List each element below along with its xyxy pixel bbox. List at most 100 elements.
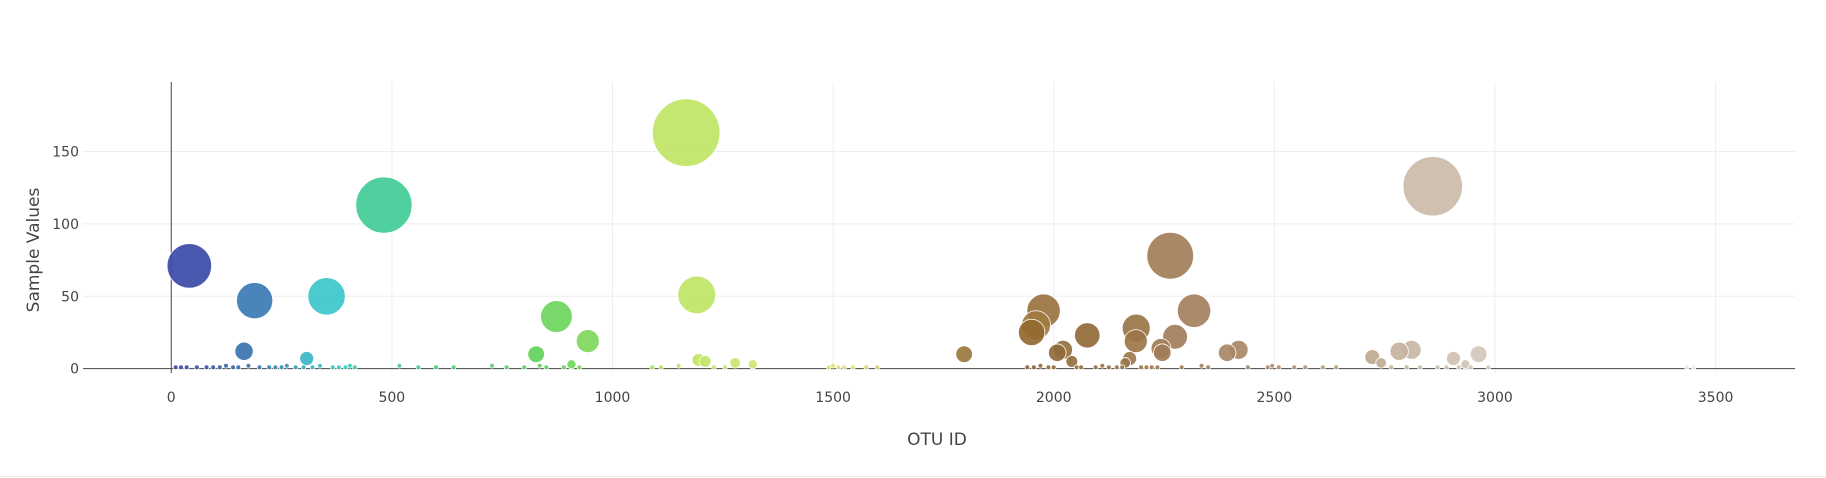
bubble-point[interactable] (1443, 364, 1450, 371)
bubble-point[interactable] (236, 282, 274, 320)
bubble-point[interactable] (355, 176, 413, 234)
bubble-point[interactable] (566, 359, 577, 370)
bubble-point[interactable] (841, 364, 847, 371)
bubble-point[interactable] (835, 364, 842, 371)
bubble-point[interactable] (863, 364, 869, 371)
bubble-point[interactable] (1485, 364, 1492, 371)
bubble-point[interactable] (850, 364, 856, 371)
bubble-point[interactable] (1031, 364, 1037, 371)
bubble-point[interactable] (1275, 364, 1282, 371)
bubble-point[interactable] (272, 364, 279, 371)
bubble-point[interactable] (1178, 364, 1185, 371)
bubble-point[interactable] (278, 364, 285, 371)
bubble-point[interactable] (352, 364, 358, 371)
bubble-point[interactable] (1037, 362, 1044, 369)
bubble-point[interactable] (309, 364, 316, 371)
bubble-point[interactable] (1138, 364, 1144, 371)
bubble-point[interactable] (1065, 355, 1079, 368)
bubble-point[interactable] (216, 364, 223, 371)
bubble-point[interactable] (649, 364, 655, 371)
bubble-point[interactable] (1050, 364, 1057, 371)
bubble-point[interactable] (396, 362, 403, 369)
bubble-point[interactable] (1684, 364, 1690, 371)
bubble-point[interactable] (415, 364, 422, 371)
bubble-point[interactable] (1119, 364, 1125, 371)
bubble-point[interactable] (1143, 364, 1150, 371)
bubble-point[interactable] (651, 98, 721, 167)
bubble-point[interactable] (536, 362, 543, 369)
bubble-point[interactable] (336, 364, 342, 371)
bubble-point[interactable] (874, 364, 881, 371)
bubble-point[interactable] (1123, 329, 1148, 354)
bubble-point[interactable] (1403, 364, 1410, 371)
bubble-point[interactable] (1264, 364, 1271, 371)
bubble-point[interactable] (729, 357, 741, 369)
bubble-point[interactable] (194, 364, 200, 371)
bubble-point[interactable] (1402, 156, 1463, 217)
bubble-point[interactable] (1153, 343, 1172, 362)
bubble-point[interactable] (575, 329, 600, 354)
bubble-point[interactable] (561, 364, 567, 371)
bubble-point[interactable] (1024, 364, 1031, 371)
bubble-point[interactable] (825, 364, 832, 371)
bubble-point[interactable] (489, 362, 495, 369)
bubble-point[interactable] (1074, 322, 1101, 349)
bubble-point[interactable] (317, 362, 323, 369)
bubble-point[interactable] (256, 364, 263, 371)
bubble-point[interactable] (527, 345, 545, 363)
bubble-point[interactable] (1446, 351, 1461, 366)
bubble-point[interactable] (300, 364, 307, 371)
bubble-point[interactable] (1106, 364, 1112, 371)
bubble-point[interactable] (747, 359, 758, 370)
bubble-point[interactable] (210, 364, 216, 371)
bubble-point[interactable] (235, 364, 242, 371)
bubble-point[interactable] (223, 362, 229, 369)
bubble-point[interactable] (698, 355, 712, 368)
bubble-point[interactable] (1092, 364, 1099, 371)
bubble-point[interactable] (342, 364, 349, 371)
bubble-point[interactable] (1148, 364, 1155, 371)
bubble-point[interactable] (543, 364, 550, 371)
bubble-point[interactable] (1467, 364, 1474, 371)
bubble-point[interactable] (266, 364, 273, 371)
bubble-point[interactable] (1388, 364, 1395, 371)
bubble-point[interactable] (1245, 364, 1251, 371)
bubble-point[interactable] (329, 364, 336, 371)
bubble-point[interactable] (1099, 362, 1106, 369)
bubble-point[interactable] (1375, 357, 1387, 369)
bubble-point[interactable] (1417, 364, 1423, 371)
bubble-point[interactable] (234, 341, 254, 361)
bubble-point[interactable] (292, 364, 299, 371)
bubble-point[interactable] (1048, 343, 1067, 362)
bubble-point[interactable] (540, 300, 573, 333)
bubble-point[interactable] (521, 364, 528, 371)
bubble-point[interactable] (1078, 364, 1084, 371)
bubble-point[interactable] (1333, 364, 1339, 371)
bubble-point[interactable] (203, 364, 210, 371)
bubble-point[interactable] (576, 364, 583, 371)
bubble-point[interactable] (1469, 345, 1488, 363)
bubble-point[interactable] (1389, 341, 1409, 361)
bubble-point[interactable] (172, 364, 179, 371)
bubble-point[interactable] (178, 364, 184, 371)
bubble-point[interactable] (307, 277, 346, 316)
bubble-point[interactable] (1114, 364, 1120, 371)
bubble-point[interactable] (1320, 364, 1326, 371)
bubble-point[interactable] (433, 364, 439, 371)
bubble-point[interactable] (1460, 359, 1471, 370)
bubble-point[interactable] (284, 362, 290, 369)
bubble-point[interactable] (1176, 293, 1212, 328)
bubble-point[interactable] (299, 351, 315, 366)
bubble-point[interactable] (1434, 364, 1441, 371)
bubble-point[interactable] (1198, 362, 1205, 369)
bubble-point[interactable] (722, 364, 728, 371)
bubble-point[interactable] (1455, 364, 1462, 371)
bubble-point[interactable] (1146, 231, 1194, 280)
bubble-point[interactable] (183, 364, 190, 371)
bubble-point[interactable] (675, 362, 682, 369)
bubble-point[interactable] (711, 364, 717, 371)
bubble-point[interactable] (1690, 364, 1697, 371)
bubble-point[interactable] (955, 345, 973, 363)
bubble-point[interactable] (1217, 343, 1237, 362)
bubble-point[interactable] (450, 364, 457, 371)
